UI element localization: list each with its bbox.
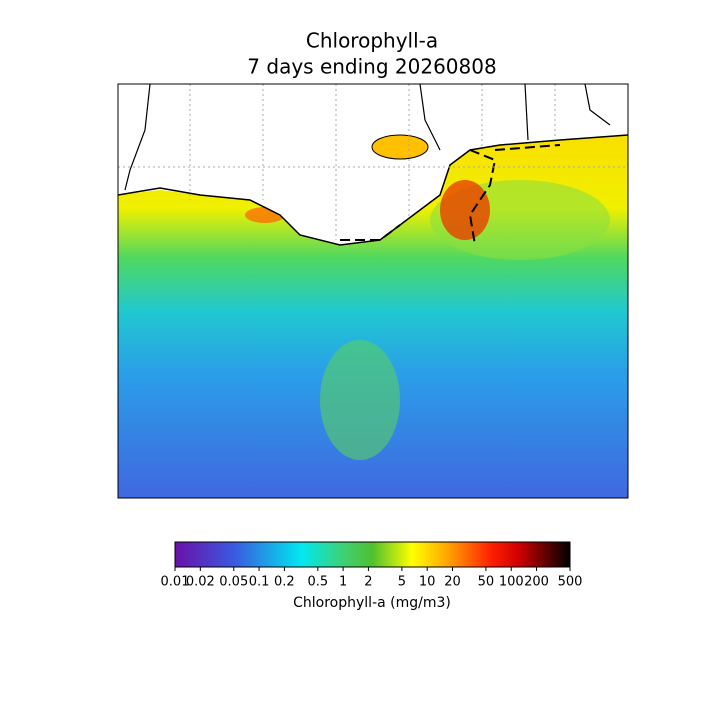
colorbar-tick-label: 10 xyxy=(419,575,436,590)
colorbar-tick-label: 1 xyxy=(339,575,347,590)
colorbar-tick-label: 0.05 xyxy=(219,575,248,590)
colorbar xyxy=(174,541,571,568)
colorbar-tick-label: 0.01 xyxy=(161,575,190,590)
colorbar-tick-label: 0.02 xyxy=(186,575,215,590)
colorbar-tick-label: 50 xyxy=(478,575,495,590)
colorbar-tick-label: 100 xyxy=(499,575,524,590)
colorbar-tick-label: 500 xyxy=(558,575,583,590)
river-outflow xyxy=(440,180,490,240)
colorbar-tick-label: 200 xyxy=(524,575,549,590)
map xyxy=(118,84,628,498)
colorbar-label: Chlorophyll-a (mg/m3) xyxy=(293,595,451,611)
colorbar-tick-label: 2 xyxy=(364,575,372,590)
plume xyxy=(320,340,400,460)
land xyxy=(118,84,628,245)
colorbar-tick-label: 0.1 xyxy=(249,575,270,590)
title: Chlorophyll-a xyxy=(306,29,438,53)
colorbar-tick-label: 0.5 xyxy=(307,575,328,590)
map-frame xyxy=(117,83,629,499)
graticule xyxy=(118,84,628,240)
boundary xyxy=(340,144,561,246)
colorbar-tick-label: 20 xyxy=(444,575,461,590)
colorbar-tick-label: 5 xyxy=(398,575,406,590)
colorbar-tick-label: 0.2 xyxy=(274,575,295,590)
subtitle: 7 days ending 20260808 xyxy=(247,55,496,79)
border xyxy=(124,84,611,191)
colorbar-ramp xyxy=(174,541,571,568)
bay xyxy=(371,134,429,160)
